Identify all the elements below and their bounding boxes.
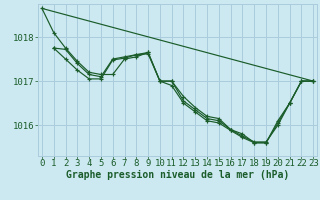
X-axis label: Graphe pression niveau de la mer (hPa): Graphe pression niveau de la mer (hPa) [66,170,289,180]
